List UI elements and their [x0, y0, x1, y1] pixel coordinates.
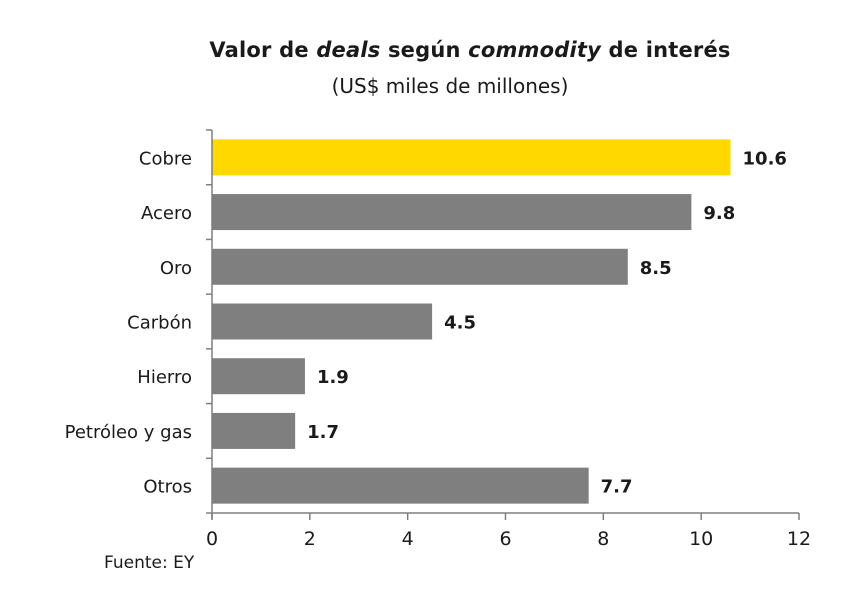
title-part-2: deals: [316, 38, 381, 62]
bar-0: [212, 139, 731, 176]
chart-title: Valor de deals según commodity de interé…: [0, 38, 850, 62]
category-label-5: Petróleo y gas: [65, 422, 192, 443]
category-label-4: Hierro: [137, 367, 192, 388]
chart-subtitle: (US$ miles de millones): [331, 74, 569, 98]
bar-2: [212, 248, 628, 285]
bar-3: [212, 303, 433, 340]
category-label-3: Carbón: [127, 313, 192, 334]
data-label-4: 1.9: [317, 367, 349, 388]
x-tick-label-0: 0: [206, 528, 218, 550]
category-label-0: Cobre: [139, 148, 192, 169]
category-label-1: Acero: [141, 203, 192, 224]
title-part-1: Valor de: [209, 38, 317, 62]
category-label-2: Oro: [160, 258, 192, 279]
axis-layer: Cobre Acero Oro Carbón Hierro Petróleo y gas O…: [65, 129, 811, 550]
title-part-4: commodity: [468, 38, 601, 62]
data-label-2: 8.5: [640, 258, 672, 279]
x-tick-label-1: 2: [304, 528, 316, 550]
data-label-1: 9.8: [703, 203, 735, 224]
data-label-5: 1.7: [307, 422, 339, 443]
x-tick-label-5: 10: [689, 528, 713, 550]
bars-layer: 10.6 9.8 8.5 4.5 1.9 1.7 7.7: [212, 139, 787, 504]
bar-6: [212, 467, 589, 504]
title-part-3: según: [380, 38, 469, 62]
x-tick-label-3: 6: [499, 528, 511, 550]
source-note: Fuente: EY: [104, 553, 195, 573]
x-tick-label-4: 8: [597, 528, 609, 550]
bar-5: [212, 412, 296, 449]
data-label-0: 10.6: [743, 148, 787, 169]
bar-4: [212, 358, 305, 395]
title-part-5: de interés: [601, 38, 731, 62]
x-tick-label-6: 12: [787, 528, 811, 550]
data-label-3: 4.5: [444, 313, 476, 334]
x-tick-label-2: 4: [402, 528, 414, 550]
bar-1: [212, 194, 692, 231]
data-label-6: 7.7: [601, 477, 633, 498]
category-label-6: Otros: [143, 477, 192, 498]
